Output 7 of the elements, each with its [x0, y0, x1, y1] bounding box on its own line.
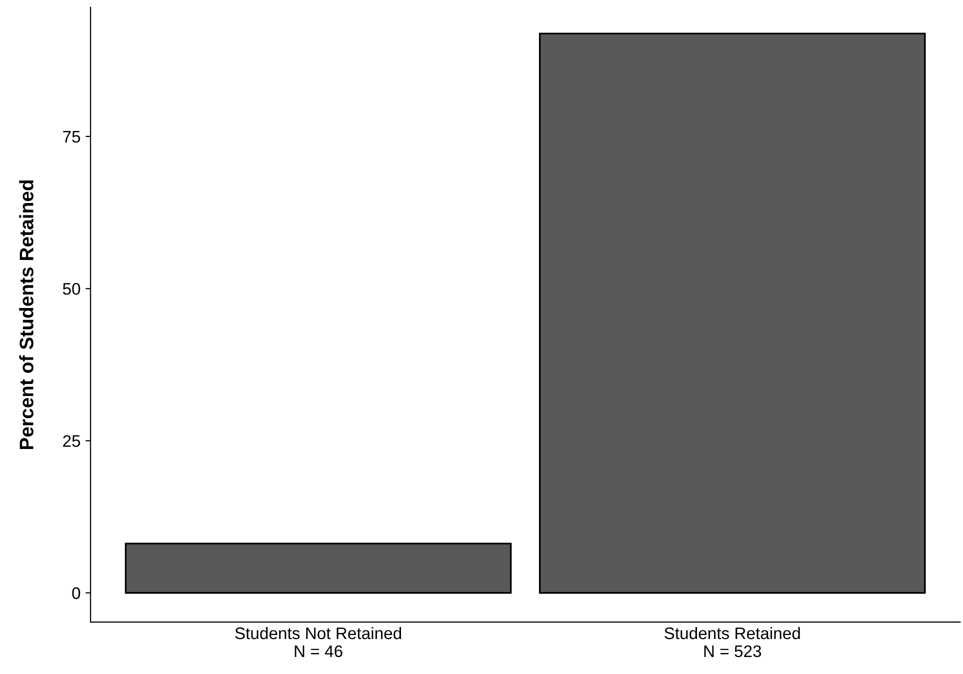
y-tick-label: 0 — [72, 587, 80, 600]
y-tick-label: 75 — [63, 131, 80, 143]
x-tick-label: Students Not Retained N = 46 — [235, 626, 402, 658]
y-tick-label: 25 — [63, 435, 80, 447]
x-tick-label: Students Retained N = 523 — [664, 626, 800, 658]
y-tick-label: 50 — [62, 282, 80, 295]
y-axis-title: Percent of Students Retained — [19, 180, 34, 450]
